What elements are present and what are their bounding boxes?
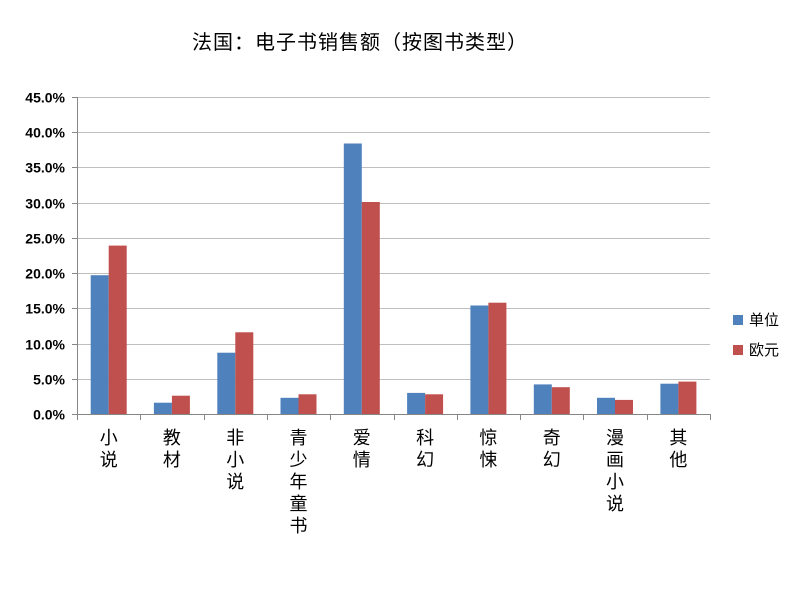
x-category-label: 教材 <box>163 428 181 471</box>
legend-swatch <box>733 315 743 325</box>
chart-title: 法国：电子书销售额（按图书类型） <box>192 30 528 54</box>
legend-label: 单位 <box>749 311 779 329</box>
axes <box>72 97 711 420</box>
y-tick-label: 35.0% <box>25 160 65 176</box>
x-category-label: 非小说 <box>226 428 244 493</box>
bar-series2 <box>298 394 317 414</box>
x-category-label: 青少年童书 <box>290 428 308 537</box>
bar-series1 <box>597 397 615 414</box>
bar-series1 <box>280 397 299 414</box>
bar-series2 <box>171 395 190 414</box>
y-tick-label: 5.0% <box>33 372 65 388</box>
bar-series1 <box>407 392 426 414</box>
x-category-label: 惊悚 <box>479 428 497 471</box>
bar-series2 <box>361 202 380 414</box>
bar-series1 <box>90 275 109 414</box>
x-category-label: 科幻 <box>416 428 434 471</box>
legend-swatch <box>733 345 743 355</box>
bar-series1 <box>343 143 362 414</box>
x-category-label: 奇幻 <box>543 428 561 471</box>
bar-series2 <box>108 245 127 414</box>
bar-series2 <box>615 399 633 414</box>
x-category-label: 其他 <box>669 428 687 471</box>
x-axis-categories: 小说 教材 非小说 青少年童书 爱情 科幻 惊悚 奇幻 漫画小说 其他 <box>100 428 688 537</box>
y-tick-label: 40.0% <box>25 125 65 141</box>
y-tick-label: 25.0% <box>25 231 65 247</box>
legend-label: 欧元 <box>749 341 779 359</box>
bar-series1 <box>470 305 489 414</box>
bar-series2 <box>425 394 444 414</box>
bar-series2 <box>551 387 570 414</box>
y-tick-label: 30.0% <box>25 196 65 212</box>
bar-series1 <box>153 402 172 414</box>
bar-series2 <box>488 302 507 414</box>
y-tick-label: 10.0% <box>25 337 65 353</box>
bar-series1 <box>217 352 236 414</box>
y-tick-label: 20.0% <box>25 266 65 282</box>
x-category-label: 漫画小说 <box>606 428 624 515</box>
bar-series2 <box>235 332 254 414</box>
y-tick-label: 15.0% <box>25 301 65 317</box>
x-category-label: 小说 <box>100 428 118 471</box>
x-category-label: 爱情 <box>353 428 371 471</box>
y-tick-label: 45.0% <box>25 90 65 106</box>
grid-lines <box>77 97 710 380</box>
y-axis-ticks: 0.0% 5.0% 10.0% 15.0% 20.0% 25.0% 30.0% 35.0% 40… <box>25 90 65 423</box>
bars <box>90 143 697 414</box>
bar-series1 <box>660 383 679 414</box>
bar-series2 <box>678 381 697 414</box>
y-tick-label: 0.0% <box>33 407 65 423</box>
bar-series1 <box>533 384 552 414</box>
